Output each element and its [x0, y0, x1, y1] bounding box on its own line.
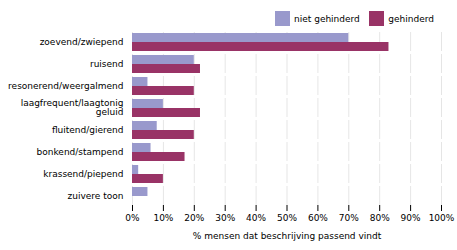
- svg-text:90%: 90%: [401, 213, 421, 223]
- svg-text:% mensen dat beschrijving pass: % mensen dat beschrijving passend vindt: [193, 231, 382, 241]
- svg-text:50%: 50%: [277, 213, 297, 223]
- html-text:niet gehinderd: niet gehinderd: [294, 13, 360, 24]
- svg-text:zoevend/zwiepend: zoevend/zwiepend: [40, 37, 124, 47]
- svg-text:krassend/piepend: krassend/piepend: [43, 169, 123, 179]
- svg-text:fluitend/gierend: fluitend/gierend: [52, 125, 124, 135]
- svg-text:30%: 30%: [215, 213, 235, 223]
- html-text:gehinderd: gehinderd: [388, 13, 434, 24]
- svg-text:80%: 80%: [370, 213, 390, 223]
- svg-text:zuivere toon: zuivere toon: [68, 191, 124, 201]
- svg-text:ruisend: ruisend: [90, 59, 124, 69]
- svg-text:10%: 10%: [153, 213, 173, 223]
- svg-text:60%: 60%: [308, 213, 328, 223]
- svg-text:0%: 0%: [125, 213, 140, 223]
- svg-text:70%: 70%: [339, 213, 359, 223]
- svg-text:laagfrequent/laagtoniggeluid: laagfrequent/laagtoniggeluid: [21, 98, 124, 117]
- svg-text:100%: 100%: [429, 213, 455, 223]
- svg-text:40%: 40%: [246, 213, 266, 223]
- svg-text:resonerend/weergalmend: resonerend/weergalmend: [8, 81, 123, 91]
- svg-text:bonkend/stampend: bonkend/stampend: [37, 147, 124, 157]
- svg-text:20%: 20%: [184, 213, 204, 223]
